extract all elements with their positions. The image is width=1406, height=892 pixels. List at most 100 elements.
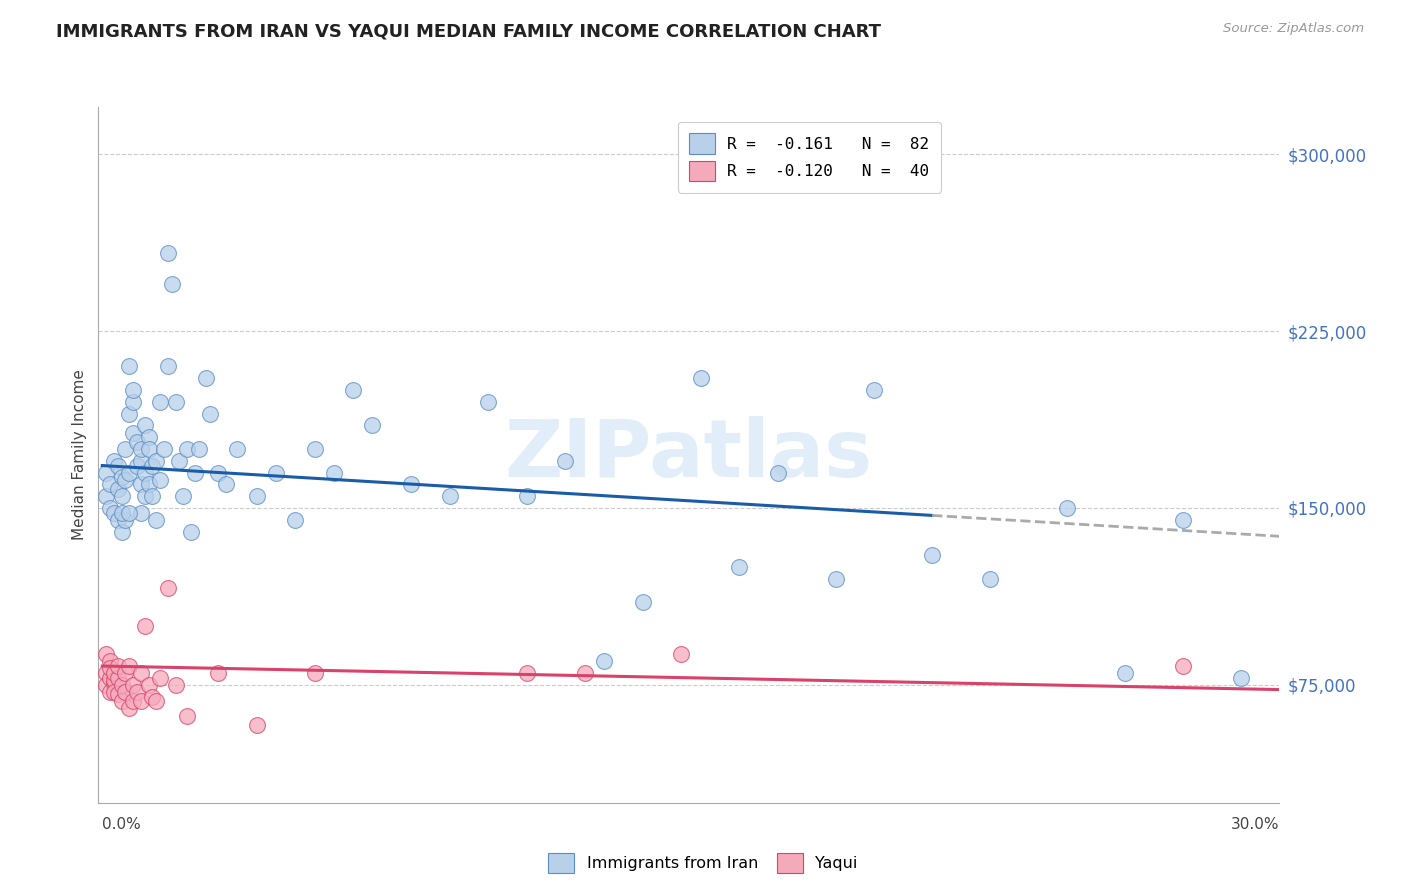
Point: [141, 690, 163, 704]
Point: [399, 477, 422, 491]
Point: [141, 489, 163, 503]
Point: [98, 500, 121, 515]
Point: [118, 701, 141, 715]
Point: [118, 506, 141, 520]
Point: [110, 506, 132, 520]
Legend: Immigrants from Iran, Yaqui: Immigrants from Iran, Yaqui: [541, 847, 865, 880]
Point: [477, 395, 499, 409]
Point: [138, 477, 160, 491]
Point: [172, 489, 194, 503]
Point: [149, 671, 172, 685]
Point: [145, 454, 167, 468]
Point: [94, 678, 117, 692]
Point: [246, 489, 269, 503]
Point: [516, 666, 538, 681]
Point: [98, 685, 121, 699]
Point: [125, 685, 148, 699]
Point: [165, 395, 187, 409]
Point: [129, 477, 152, 491]
Point: [118, 659, 141, 673]
Point: [264, 466, 287, 480]
Point: [215, 477, 238, 491]
Point: [134, 489, 156, 503]
Point: [141, 458, 163, 473]
Point: [921, 548, 943, 562]
Point: [98, 661, 121, 675]
Point: [110, 524, 132, 539]
Point: [728, 560, 751, 574]
Point: [554, 454, 576, 468]
Text: Source: ZipAtlas.com: Source: ZipAtlas.com: [1223, 22, 1364, 36]
Point: [156, 246, 179, 260]
Point: [145, 694, 167, 708]
Point: [129, 694, 152, 708]
Point: [110, 678, 132, 692]
Point: [107, 659, 129, 673]
Point: [114, 666, 136, 681]
Point: [98, 654, 121, 668]
Point: [207, 466, 229, 480]
Point: [94, 466, 117, 480]
Point: [246, 718, 269, 732]
Point: [98, 477, 121, 491]
Point: [103, 454, 125, 468]
Text: 0.0%: 0.0%: [103, 817, 141, 832]
Point: [107, 458, 129, 473]
Point: [129, 666, 152, 681]
Point: [187, 442, 209, 456]
Point: [134, 466, 156, 480]
Point: [342, 383, 364, 397]
Point: [1230, 671, 1253, 685]
Text: ZIPatlas: ZIPatlas: [505, 416, 873, 494]
Point: [138, 430, 160, 444]
Point: [1171, 659, 1194, 673]
Point: [122, 395, 145, 409]
Point: [304, 666, 326, 681]
Point: [103, 666, 125, 681]
Point: [107, 513, 129, 527]
Point: [129, 506, 152, 520]
Point: [122, 425, 145, 440]
Point: [114, 442, 136, 456]
Point: [94, 666, 117, 681]
Point: [94, 647, 117, 661]
Point: [169, 454, 191, 468]
Point: [122, 678, 145, 692]
Point: [114, 473, 136, 487]
Legend: R =  -0.161   N =  82, R =  -0.120   N =  40: R = -0.161 N = 82, R = -0.120 N = 40: [678, 122, 941, 193]
Point: [149, 473, 172, 487]
Point: [631, 595, 654, 609]
Point: [200, 407, 222, 421]
Point: [94, 489, 117, 503]
Point: [361, 418, 384, 433]
Point: [103, 506, 125, 520]
Point: [226, 442, 249, 456]
Y-axis label: Median Family Income: Median Family Income: [72, 369, 87, 541]
Point: [103, 673, 125, 688]
Point: [1171, 513, 1194, 527]
Point: [103, 685, 125, 699]
Point: [145, 513, 167, 527]
Point: [149, 395, 172, 409]
Point: [322, 466, 344, 480]
Point: [103, 675, 125, 690]
Point: [156, 359, 179, 374]
Point: [824, 572, 846, 586]
Point: [593, 654, 616, 668]
Point: [304, 442, 326, 456]
Point: [110, 489, 132, 503]
Point: [766, 466, 789, 480]
Point: [439, 489, 461, 503]
Point: [125, 434, 148, 449]
Point: [979, 572, 1001, 586]
Text: 30.0%: 30.0%: [1232, 817, 1279, 832]
Point: [138, 442, 160, 456]
Point: [107, 687, 129, 701]
Point: [863, 383, 886, 397]
Point: [180, 524, 202, 539]
Point: [1056, 500, 1078, 515]
Point: [98, 671, 121, 685]
Point: [118, 407, 141, 421]
Point: [671, 647, 693, 661]
Point: [129, 442, 152, 456]
